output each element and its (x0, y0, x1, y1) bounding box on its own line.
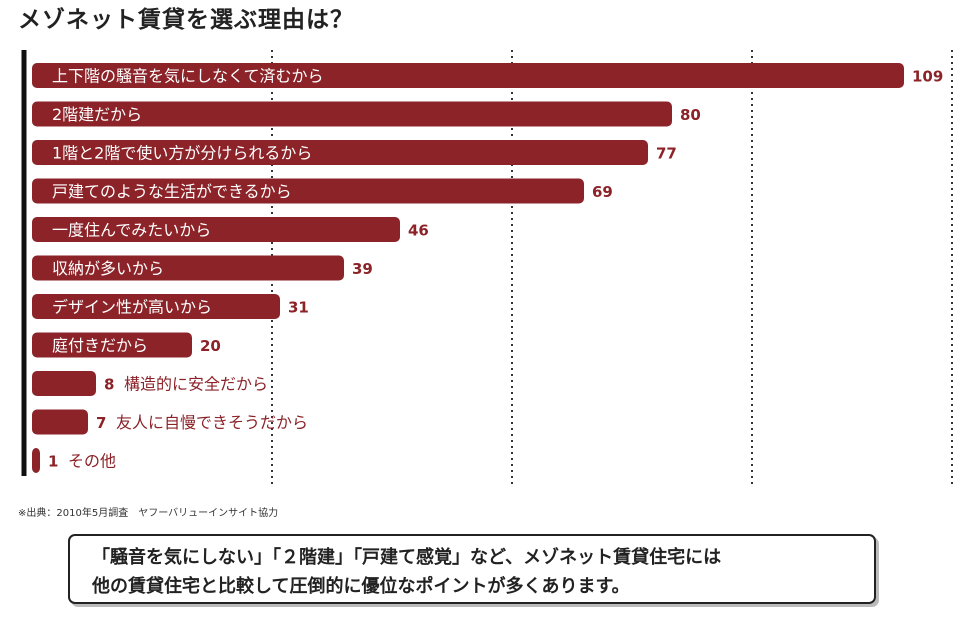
category-label: 1階と2階で使い方が分けられるから (52, 144, 312, 163)
bar (32, 371, 96, 396)
bar (32, 217, 400, 242)
data-label: 109 (912, 68, 943, 86)
bar (32, 255, 344, 281)
category-label: 友人に自慢できそうだから (116, 413, 308, 432)
source-note: ※出典：2010年5月調査 ヤフーバリューインサイト協力 (18, 508, 279, 519)
bar (32, 101, 672, 127)
bar (32, 409, 88, 435)
data-label: 7 (96, 414, 106, 432)
chart-title: メゾネット賃貸を選ぶ理由は？ (18, 7, 354, 33)
bar (32, 332, 192, 358)
summary-line-2: 他の賃貸住宅と比較して圧倒的に優位なポイントが多くあります。 (92, 576, 630, 597)
data-label: 8 (104, 376, 114, 394)
data-label: 77 (656, 145, 677, 163)
data-label: 80 (680, 106, 701, 124)
data-label: 1 (48, 453, 58, 471)
category-label: 収納が多いから (52, 259, 164, 278)
bar (32, 294, 280, 319)
bar (32, 63, 904, 88)
category-label: デザイン性が高いから (52, 298, 212, 317)
data-label: 69 (592, 183, 613, 201)
category-label: 庭付きだから (52, 336, 148, 355)
category-label: その他 (68, 452, 116, 471)
summary-callout: 「騒音を気にしない」「２階建」「戸建て感覚」など、メゾネット賃貸住宅には 他の賃… (68, 534, 876, 604)
bar (32, 140, 648, 165)
bar-chart: 上下階の騒音を気にしなくて済むから 109 2階建だから 80 1階と2階で使い方が分け… (21, 50, 953, 488)
data-label: 46 (408, 222, 429, 240)
category-label: 2階建だから (52, 105, 142, 124)
category-label: 構造的に安全だから (124, 375, 268, 394)
bar (32, 178, 584, 204)
category-label: 上下階の騒音を気にしなくて済むから (52, 67, 324, 86)
data-label: 20 (200, 337, 221, 355)
data-label: 31 (288, 299, 309, 317)
bar (32, 448, 40, 473)
data-label: 39 (352, 260, 373, 278)
summary-line-1: 「騒音を気にしない」「２階建」「戸建て感覚」など、メゾネット賃貸住宅には (92, 547, 722, 568)
category-label: 一度住んでみたいから (52, 221, 211, 240)
category-label: 戸建てのような生活ができるから (52, 182, 292, 201)
